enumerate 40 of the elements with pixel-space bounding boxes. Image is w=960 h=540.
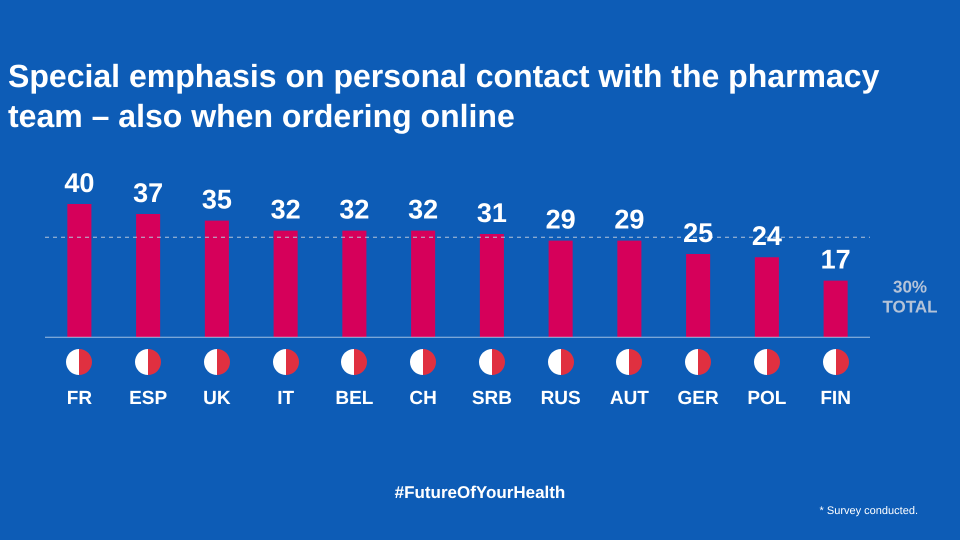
data-label: 32 xyxy=(270,194,301,225)
bar xyxy=(754,257,779,338)
bar xyxy=(136,214,160,338)
bar xyxy=(824,280,848,338)
data-label: 31 xyxy=(476,198,507,228)
bar xyxy=(686,254,710,338)
x-tick-label: BEL xyxy=(335,388,374,409)
bar xyxy=(67,204,92,338)
chart-title: Special emphasis on personal contact with the pharmacy team – also when ordering online xyxy=(8,57,880,136)
data-label: 32 xyxy=(408,194,438,225)
x-tick-label: RUS xyxy=(540,388,581,409)
x-tick-label: SRB xyxy=(472,388,512,409)
data-label: 29 xyxy=(546,204,576,235)
ref-line-label: 30% TOTAL xyxy=(882,277,938,316)
data-label: 37 xyxy=(133,178,164,208)
bar xyxy=(617,240,642,338)
bar xyxy=(274,230,298,338)
data-label: 17 xyxy=(820,244,851,275)
x-tick-label: POL xyxy=(747,388,787,409)
data-label: 25 xyxy=(683,218,714,248)
x-tick-label: IT xyxy=(277,388,294,409)
text: #FutureOfYourHealth xyxy=(394,483,566,503)
data-label: 35 xyxy=(202,184,232,215)
x-tick-label: FR xyxy=(66,388,92,409)
bar xyxy=(548,240,573,338)
x-tick-label: AUT xyxy=(610,388,650,409)
x-tick-label: UK xyxy=(203,388,231,409)
bar xyxy=(480,234,504,338)
x-tick-label: CH xyxy=(409,388,437,409)
data-label: 29 xyxy=(614,204,644,235)
bar xyxy=(411,230,436,338)
x-tick-label: ESP xyxy=(129,388,168,409)
x-tick-label: FIN xyxy=(820,388,851,409)
data-label: 32 xyxy=(339,194,370,225)
data-label: 40 xyxy=(64,168,94,198)
x-tick-label: GER xyxy=(678,388,719,409)
text: * Survey conducted. xyxy=(820,505,918,517)
data-label: 24 xyxy=(752,221,782,252)
bar xyxy=(342,230,366,338)
bar xyxy=(204,220,229,338)
